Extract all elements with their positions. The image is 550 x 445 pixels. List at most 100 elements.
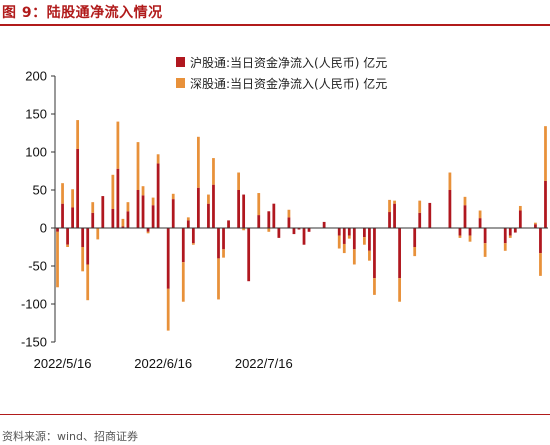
bar-hu <box>116 168 120 228</box>
bar-hu <box>121 226 125 228</box>
bar-hu <box>458 228 462 236</box>
bar-hu <box>513 228 517 233</box>
bar-shen <box>347 235 351 239</box>
title-rule <box>0 24 550 26</box>
bar-hu <box>171 199 175 228</box>
bar-hu <box>363 228 366 238</box>
bar-shen <box>191 243 195 245</box>
bar-shen <box>237 172 240 190</box>
bar-shen <box>86 264 90 301</box>
bars <box>56 120 547 331</box>
bar-shen <box>257 193 261 216</box>
bar-hu <box>267 211 271 228</box>
bar-hu <box>347 228 351 236</box>
bar-shen <box>81 247 85 272</box>
bar-shen <box>342 243 346 254</box>
bar-shen <box>373 278 376 295</box>
y-tick-label: 100 <box>25 145 47 160</box>
bar-hu <box>534 224 537 228</box>
bar-shen <box>337 235 341 249</box>
bar-hu <box>86 228 90 265</box>
bar-hu <box>272 203 276 228</box>
bar-shen <box>413 247 417 257</box>
bar-hu <box>166 228 170 289</box>
legend-label: 深股通:当日资金净流入(人民币) 亿元 <box>190 76 387 91</box>
bar-shen <box>418 200 422 213</box>
bar-hu <box>156 163 160 228</box>
bar-hu <box>222 228 225 250</box>
bar-hu <box>207 203 210 228</box>
bar-shen <box>217 258 220 300</box>
bar-hu <box>373 228 376 279</box>
bar-shen <box>478 210 482 219</box>
y-tick-label: 0 <box>40 221 47 236</box>
bar-shen <box>222 249 225 258</box>
legend-swatch <box>176 57 185 67</box>
y-tick-label: -50 <box>28 259 47 274</box>
bar-shen <box>463 196 467 206</box>
y-tick-label: 200 <box>25 69 47 84</box>
bar-hu <box>76 148 80 228</box>
source-note: 资料来源：wind、招商证券 <box>2 430 139 443</box>
bar-hu <box>483 228 487 244</box>
bar-hu <box>91 212 95 228</box>
bar-shen <box>267 228 271 232</box>
bar-shen <box>539 253 542 276</box>
bar-hu <box>136 190 140 228</box>
bar-hu <box>544 180 547 228</box>
bar-hu <box>191 228 195 244</box>
bar-shen <box>146 231 150 234</box>
bar-hu <box>307 228 311 232</box>
bar-shen <box>156 154 160 164</box>
bar-hu <box>478 218 482 228</box>
bar-hu <box>146 228 150 232</box>
bar-shen <box>448 172 452 190</box>
bar-shen <box>458 235 462 238</box>
x-tick-label: 2022/6/16 <box>134 356 192 371</box>
bar-hu <box>181 228 185 263</box>
bar-hu <box>322 221 326 228</box>
bar-hu <box>368 228 371 251</box>
y-tick-label: 50 <box>33 183 47 198</box>
y-axis: -150 -100 -50 0 50 100 150 200 <box>21 69 56 350</box>
bar-shen <box>483 243 487 257</box>
bar-shen <box>111 174 115 209</box>
bar-shen <box>181 262 185 302</box>
bar-hu <box>448 190 452 228</box>
bar-shen <box>534 222 537 225</box>
bar-hu <box>242 194 246 228</box>
bar-shen <box>186 217 190 221</box>
bar-hu <box>503 228 507 244</box>
bar-shen <box>393 200 396 204</box>
bar-hu <box>388 212 391 228</box>
bar-shen <box>363 237 366 245</box>
bar-shen <box>66 244 69 247</box>
bar-shen <box>61 183 64 204</box>
bar-hu <box>539 228 542 254</box>
bar-hu <box>212 184 215 228</box>
y-tick-label: -100 <box>21 297 47 312</box>
bar-hu <box>393 203 396 228</box>
footer-rule <box>0 414 550 415</box>
bar-hu <box>302 228 306 245</box>
bar-hu <box>287 217 291 228</box>
y-tick-label: -150 <box>21 335 47 350</box>
bar-hu <box>217 228 220 259</box>
bar-hu <box>101 196 105 228</box>
bar-shen <box>468 235 472 242</box>
bar-shen <box>171 193 175 200</box>
bar-hu <box>297 228 301 230</box>
bar-shen <box>503 243 507 251</box>
bar-hu <box>277 228 281 238</box>
bar-shen <box>352 249 356 265</box>
bar-shen <box>544 126 547 181</box>
bar-shen <box>76 120 80 149</box>
bar-hu <box>111 209 115 228</box>
bar-hu <box>196 187 200 228</box>
bar-shen <box>121 218 125 227</box>
bar-shen <box>388 199 391 213</box>
x-tick-label: 2022/7/16 <box>235 356 293 371</box>
bar-hu <box>257 215 261 228</box>
bar-hu <box>186 220 190 228</box>
